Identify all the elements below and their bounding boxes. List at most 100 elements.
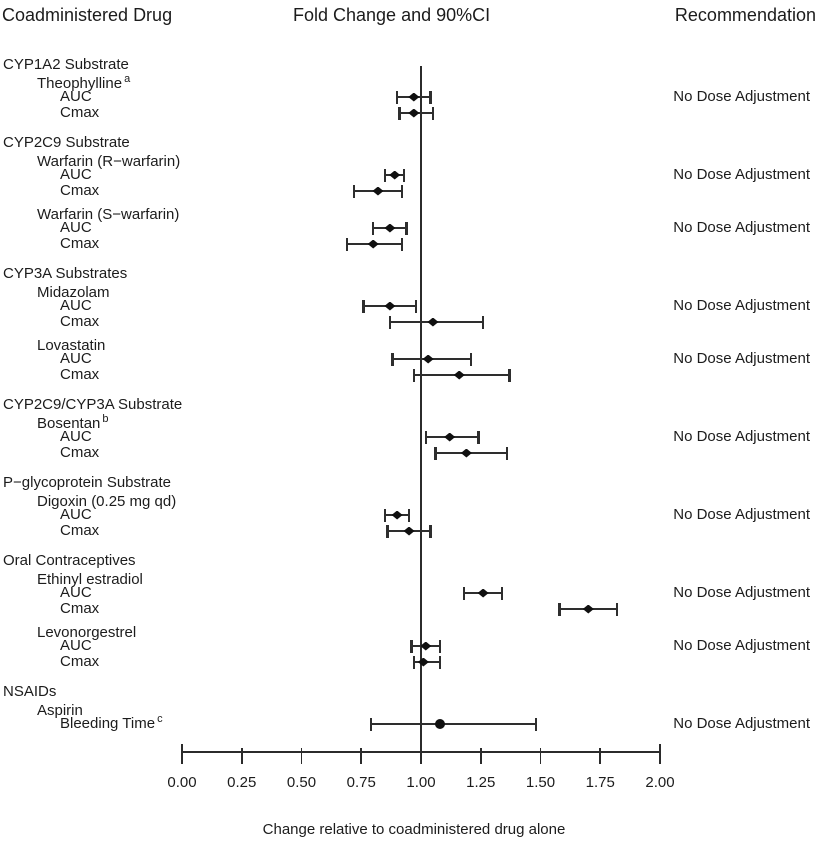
metric-label: AUC (60, 219, 92, 236)
recommendation-label: No Dose Adjustment (673, 88, 810, 105)
ci-cap-low (412, 368, 416, 382)
x-tick-label: 1.00 (406, 774, 436, 791)
recommendation-label: No Dose Adjustment (673, 219, 810, 236)
ci-cap-high (534, 717, 537, 731)
ci-cap-low (410, 639, 413, 653)
x-tick-label: 0.00 (167, 774, 197, 791)
ci-cap-high (431, 106, 435, 120)
recommendation-label: No Dose Adjustment (673, 350, 810, 367)
metric-label: AUC (60, 297, 92, 314)
ci-cap-high (505, 446, 509, 460)
point-marker-diamond (582, 604, 594, 614)
x-axis-tick (539, 747, 542, 764)
point-marker-diamond (391, 510, 403, 520)
ci-cap-high (415, 299, 418, 313)
metric-label: Cmax (60, 444, 100, 461)
metric-label: Cmax (60, 366, 100, 383)
drug-label: Bosentan b (37, 413, 109, 432)
drug-label: Lovastatin (37, 337, 106, 354)
metric-label: Bleeding Time c (60, 713, 163, 732)
column-header-fold-change: Fold Change and 90%CI (293, 5, 491, 25)
metric-label: AUC (60, 584, 92, 601)
x-axis-tick (181, 744, 183, 764)
category-label: CYP2C9/CYP3A Substrate (3, 396, 183, 413)
point-marker-diamond (453, 370, 465, 380)
ci-cap-high (477, 430, 480, 444)
metric-label: AUC (60, 88, 92, 105)
ci-cap-high (438, 639, 442, 653)
metric-label: Cmax (60, 522, 100, 539)
ci-cap-high (407, 508, 411, 522)
point-marker-diamond (403, 526, 415, 536)
category-label: P−glycoprotein Substrate (3, 474, 172, 491)
x-tick-label: 2.00 (645, 774, 675, 791)
metric-label: AUC (60, 428, 92, 445)
ci-cap-high (508, 368, 511, 382)
ci-cap-high (405, 221, 408, 235)
footnote-marker: b (102, 413, 109, 425)
recommendation-label: No Dose Adjustment (673, 428, 810, 445)
ci-cap-low (412, 655, 416, 669)
drug-label: Theophylline a (37, 73, 131, 92)
drug-label: Warfarin (R−warfarin) (37, 153, 181, 170)
drug-label: Levonorgestrel (37, 624, 137, 641)
metric-label: AUC (60, 506, 92, 523)
point-marker-diamond (477, 588, 489, 598)
recommendation-label: No Dose Adjustment (673, 637, 810, 654)
footnote-marker: c (157, 713, 163, 725)
point-marker-diamond (408, 108, 420, 118)
point-marker-diamond (427, 317, 439, 327)
x-tick-label: 1.50 (525, 774, 556, 791)
category-label: CYP1A2 Substrate (3, 56, 129, 73)
metric-label: Cmax (60, 182, 100, 199)
recommendation-label: No Dose Adjustment (673, 297, 810, 314)
metric-label: AUC (60, 637, 92, 654)
x-tick-label: 0.25 (227, 774, 257, 791)
ci-bar (370, 723, 536, 725)
point-marker-diamond (417, 657, 429, 667)
point-marker-diamond (422, 354, 434, 364)
x-axis-tick (420, 747, 422, 764)
category-label: CYP2C9 Substrate (3, 134, 130, 151)
x-tick-label: 0.75 (346, 774, 376, 791)
category-label: Oral Contraceptives (3, 552, 136, 569)
x-tick-label: 0.50 (286, 774, 317, 791)
recommendation-label: No Dose Adjustment (673, 506, 810, 523)
column-header-coadministered-drug: Coadministered Drug (2, 5, 173, 25)
point-marker-diamond (384, 301, 396, 311)
metric-label: AUC (60, 166, 92, 183)
point-marker-diamond (384, 223, 396, 233)
footnote-marker: a (124, 73, 131, 85)
metric-label: Cmax (60, 313, 100, 330)
point-marker-diamond (367, 239, 379, 249)
ci-cap-low (391, 352, 394, 366)
metric-label: Cmax (60, 653, 100, 670)
x-axis-title: Change relative to coadministered drug a… (262, 821, 566, 838)
ci-cap-low (558, 602, 561, 616)
x-axis-tick (479, 747, 482, 764)
ci-cap-high (469, 352, 473, 366)
x-tick-label: 1.75 (585, 774, 615, 791)
ci-cap-high (615, 602, 619, 616)
drug-label: Ethinyl estradiol (37, 571, 143, 588)
ci-cap-high (429, 524, 432, 538)
point-marker-diamond (420, 641, 432, 651)
ci-cap-low (462, 586, 466, 600)
metric-label: AUC (60, 350, 92, 367)
x-axis-tick (599, 747, 602, 764)
ci-cap-low (424, 430, 427, 444)
ci-cap-high (501, 586, 504, 600)
x-tick-label: 1.25 (466, 774, 496, 791)
ci-cap-high (438, 655, 442, 669)
ci-cap-low (352, 184, 356, 198)
ci-cap-low (345, 237, 349, 251)
point-marker-diamond (372, 186, 384, 196)
drug-label: Warfarin (S−warfarin) (37, 206, 180, 223)
ci-cap-low (388, 315, 392, 329)
ci-cap-low (372, 221, 375, 235)
point-marker-diamond (460, 448, 472, 458)
category-label: NSAIDs (3, 683, 57, 700)
drug-label: Digoxin (0.25 mg qd) (37, 493, 177, 510)
reference-line (420, 66, 422, 752)
